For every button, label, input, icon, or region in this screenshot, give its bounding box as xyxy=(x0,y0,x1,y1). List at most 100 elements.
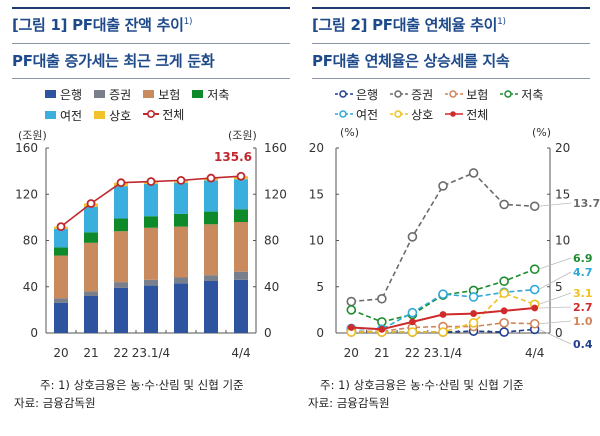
legend-item-4: 여전 xyxy=(335,104,378,124)
bottom-rule xyxy=(12,78,290,79)
figure-2-title-text: [그림 2] PF대출 연체율 추이 xyxy=(312,16,498,34)
bar-은행-2/4 xyxy=(174,283,188,333)
bar-저축-4/4 xyxy=(234,209,248,222)
end-label-저축: 6.9 xyxy=(573,252,593,265)
x-tick-label: 22 xyxy=(405,346,420,360)
end-label-전체: 2.7 xyxy=(573,301,593,314)
point-증권-0 xyxy=(346,296,357,307)
point-전체-6 xyxy=(531,304,539,312)
leader-line-보험 xyxy=(538,320,572,325)
point-저축-0 xyxy=(346,305,357,315)
y-tick-label-right: 80 xyxy=(264,234,279,248)
point-보험-6 xyxy=(529,318,540,329)
legend-label: 증권 xyxy=(109,87,132,102)
x-tick-label: 23.1/4 xyxy=(132,346,170,360)
point-여전-6 xyxy=(529,284,540,295)
legend-label: 보험 xyxy=(158,87,181,102)
point-여전-2 xyxy=(407,307,418,318)
end-label-보험: 1.0 xyxy=(573,315,593,328)
bar-보험-3/4 xyxy=(204,224,218,276)
bar-저축-21 xyxy=(84,232,98,243)
leader-line-여전 xyxy=(538,271,572,290)
x-tick-label: 20 xyxy=(53,346,68,360)
total-line-marker-icon xyxy=(143,109,160,119)
y-tick-label-left: 0 xyxy=(30,326,38,340)
point-상호-3 xyxy=(438,327,448,337)
end-label-여전: 4.7 xyxy=(573,266,593,279)
footnote-marker: 1) xyxy=(497,17,506,27)
bar-은행-20 xyxy=(54,302,68,333)
x-tick-label: 4/4 xyxy=(231,346,250,360)
legend-swatch xyxy=(94,111,106,119)
series-marker-icon xyxy=(445,90,464,98)
total-point-4/4 xyxy=(236,171,246,181)
point-상호-5 xyxy=(499,288,509,299)
y-axis-unit-left: (%) xyxy=(340,126,359,139)
leader-line-은행 xyxy=(538,328,572,345)
figure-1-legend: 은행 증권 보험 저축 여전 상호 전체 xyxy=(45,84,295,125)
legend-label: 저축 xyxy=(521,87,544,102)
legend-swatch xyxy=(192,90,204,98)
x-tick-label: 21 xyxy=(83,346,98,360)
point-저축-6 xyxy=(529,264,540,274)
point-상호-2 xyxy=(407,327,418,337)
y-tick-label-right: 0 xyxy=(555,326,563,340)
legend-item-4: 여전 xyxy=(45,105,82,125)
leader-line-증권 xyxy=(538,202,572,207)
y-tick-label-right: 10 xyxy=(555,234,570,248)
legend-label: 여전 xyxy=(356,107,379,122)
bar-저축-3/4 xyxy=(204,211,218,225)
point-전체-3 xyxy=(439,311,447,318)
y-axis-unit-right: (%) xyxy=(532,126,551,139)
figure-1-title-text: [그림 1] PF대출 잔액 추이 xyxy=(12,16,184,34)
bar-여전-2/4 xyxy=(174,182,188,214)
line-chart: (%) (%) 0 0 5 5 10 10 15 15 20 20 20 21 22 23.1/4 4/4 0.4… xyxy=(309,126,600,360)
bar-증권-22 xyxy=(114,282,128,288)
y-tick-label-left: 5 xyxy=(316,280,324,294)
y-tick-label-right: 160 xyxy=(264,141,287,155)
legend-label: 증권 xyxy=(411,87,434,102)
x-tick-label: 21 xyxy=(374,346,389,360)
y-tick-label-right: 120 xyxy=(264,187,287,201)
y-tick-label-right: 40 xyxy=(264,280,279,294)
bar-저축-2/4 xyxy=(174,213,188,227)
x-tick-label: 4/4 xyxy=(525,346,544,360)
figure-1-title: [그림 1] PF대출 잔액 추이1) xyxy=(12,14,193,35)
bar-여전-4/4 xyxy=(234,179,248,210)
bar-은행-21 xyxy=(84,296,98,333)
y-tick-label-left: 0 xyxy=(316,326,324,340)
point-증권-1 xyxy=(377,293,387,304)
bar-보험-20 xyxy=(54,255,68,299)
figure-2-panel: [그림 2] PF대출 연체율 추이1) PF대출 연체율은 상승세를 지속 은… xyxy=(300,0,600,436)
leader-line-상호 xyxy=(538,292,572,305)
y-tick-label-left: 40 xyxy=(23,280,38,294)
point-증권-4 xyxy=(468,168,479,178)
figure-2-legend: 은행 증권 보험 저축 여전 상호 전체 xyxy=(335,84,585,124)
bar-저축-22 xyxy=(114,218,128,232)
point-보험-5 xyxy=(499,318,509,328)
legend-swatch xyxy=(143,90,155,98)
legend-label: 전체 xyxy=(162,107,185,122)
legend-item-2: 보험 xyxy=(143,84,180,104)
bar-은행-22 xyxy=(114,287,128,333)
y-tick-label-left: 20 xyxy=(309,141,324,155)
leader-line-전체 xyxy=(538,306,572,309)
top-rule xyxy=(312,7,590,9)
legend-label: 상호 xyxy=(109,108,132,123)
legend-item-0: 은행 xyxy=(335,84,378,104)
figure-2-source: 자료: 금융감독원 xyxy=(308,396,390,410)
legend-swatch xyxy=(94,90,106,98)
end-label-은행: 0.4 xyxy=(573,338,593,351)
point-증권-3 xyxy=(438,181,448,191)
figure-1-note: 주: 1) 상호금융은 농·수·산림 및 신협 기준 xyxy=(40,378,244,392)
bar-보험-2/4 xyxy=(174,226,188,278)
mid-rule xyxy=(12,43,290,44)
legend-item-5: 상호 xyxy=(390,104,433,124)
point-여전-3 xyxy=(438,289,448,299)
legend-item-2: 보험 xyxy=(445,84,488,104)
top-rule xyxy=(12,7,290,9)
bar-저축-20 xyxy=(54,247,68,256)
total-point-21 xyxy=(86,199,96,208)
x-tick-label: 23.1/4 xyxy=(424,346,462,360)
end-label-증권: 13.7 xyxy=(573,197,600,210)
